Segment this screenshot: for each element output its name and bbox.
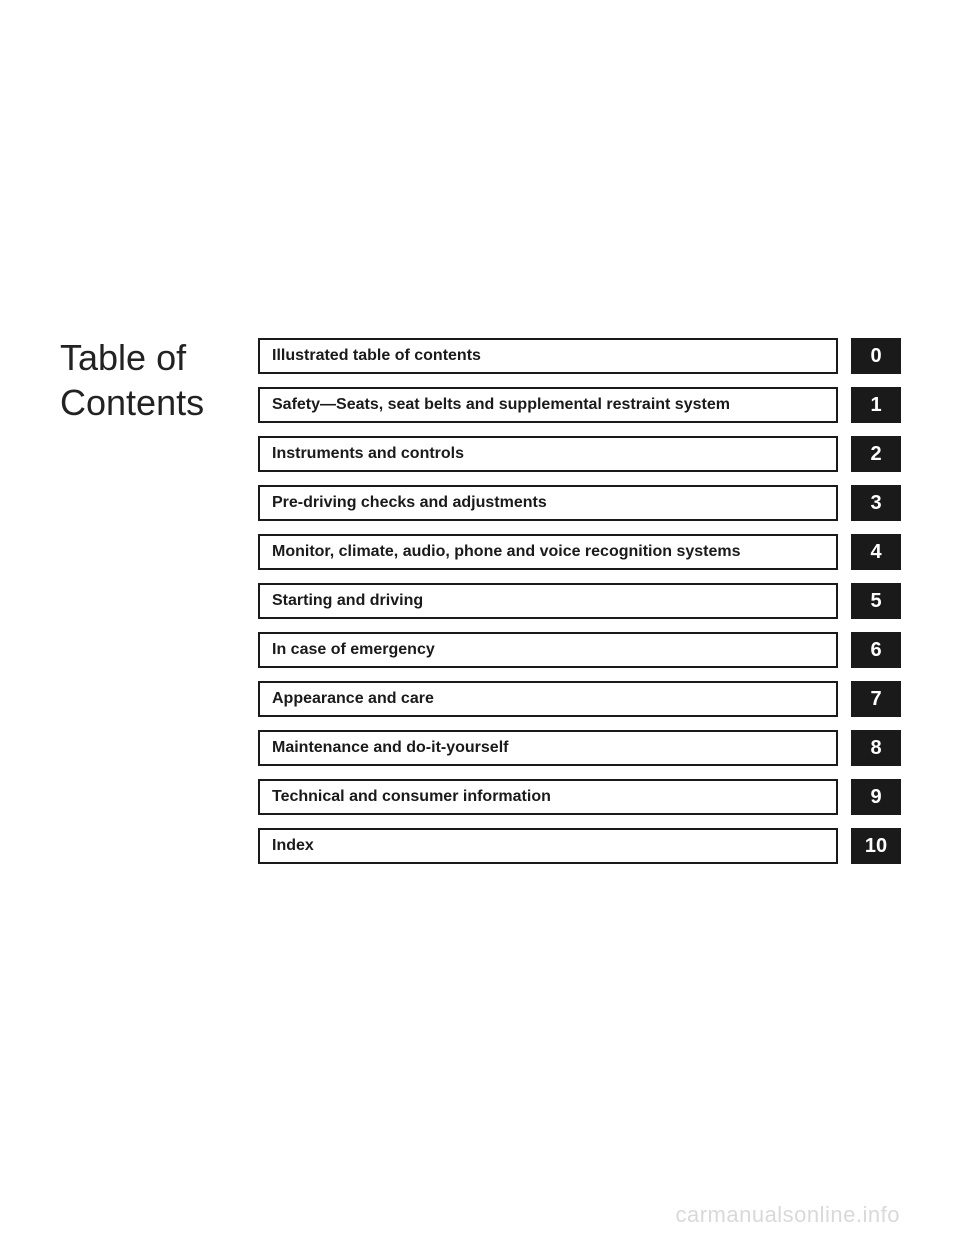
toc-label: Illustrated table of contents [272, 347, 481, 365]
page: Table of Contents Illustrated table of c… [0, 0, 960, 1242]
tab-number[interactable]: 3 [851, 485, 901, 521]
toc-row[interactable]: Instruments and controls [258, 436, 838, 472]
tab-number[interactable]: 0 [851, 338, 901, 374]
toc-row[interactable]: Technical and consumer information [258, 779, 838, 815]
toc-label: Monitor, climate, audio, phone and voice… [272, 543, 741, 561]
toc-list: Illustrated table of contents Safety—Sea… [258, 338, 838, 877]
toc-label: In case of emergency [272, 641, 435, 659]
tab-number[interactable]: 1 [851, 387, 901, 423]
toc-row[interactable]: Appearance and care [258, 681, 838, 717]
tab-number[interactable]: 8 [851, 730, 901, 766]
toc-label: Technical and consumer information [272, 788, 551, 806]
tab-number[interactable]: 6 [851, 632, 901, 668]
watermark: carmanualsonline.info [675, 1202, 900, 1228]
toc-row[interactable]: Maintenance and do-it-yourself [258, 730, 838, 766]
toc-label: Pre-driving checks and adjustments [272, 494, 547, 512]
page-title: Table of Contents [60, 335, 204, 425]
toc-label: Starting and driving [272, 592, 423, 610]
tab-number[interactable]: 7 [851, 681, 901, 717]
toc-row[interactable]: Index [258, 828, 838, 864]
tab-number[interactable]: 5 [851, 583, 901, 619]
tab-number[interactable]: 2 [851, 436, 901, 472]
toc-row[interactable]: Monitor, climate, audio, phone and voice… [258, 534, 838, 570]
toc-row[interactable]: Illustrated table of contents [258, 338, 838, 374]
toc-row[interactable]: Starting and driving [258, 583, 838, 619]
toc-label: Appearance and care [272, 690, 434, 708]
toc-label: Maintenance and do-it-yourself [272, 739, 508, 757]
tab-number[interactable]: 9 [851, 779, 901, 815]
toc-row[interactable]: Safety—Seats, seat belts and supplementa… [258, 387, 838, 423]
toc-label: Safety—Seats, seat belts and supplementa… [272, 396, 730, 414]
toc-label: Instruments and controls [272, 445, 464, 463]
tab-number[interactable]: 4 [851, 534, 901, 570]
toc-label: Index [272, 837, 314, 855]
title-line-2: Contents [60, 382, 204, 423]
tab-number[interactable]: 10 [851, 828, 901, 864]
toc-row[interactable]: In case of emergency [258, 632, 838, 668]
title-line-1: Table of [60, 337, 186, 378]
tab-number-list: 0 1 2 3 4 5 6 7 8 9 10 [851, 338, 901, 877]
toc-row[interactable]: Pre-driving checks and adjustments [258, 485, 838, 521]
